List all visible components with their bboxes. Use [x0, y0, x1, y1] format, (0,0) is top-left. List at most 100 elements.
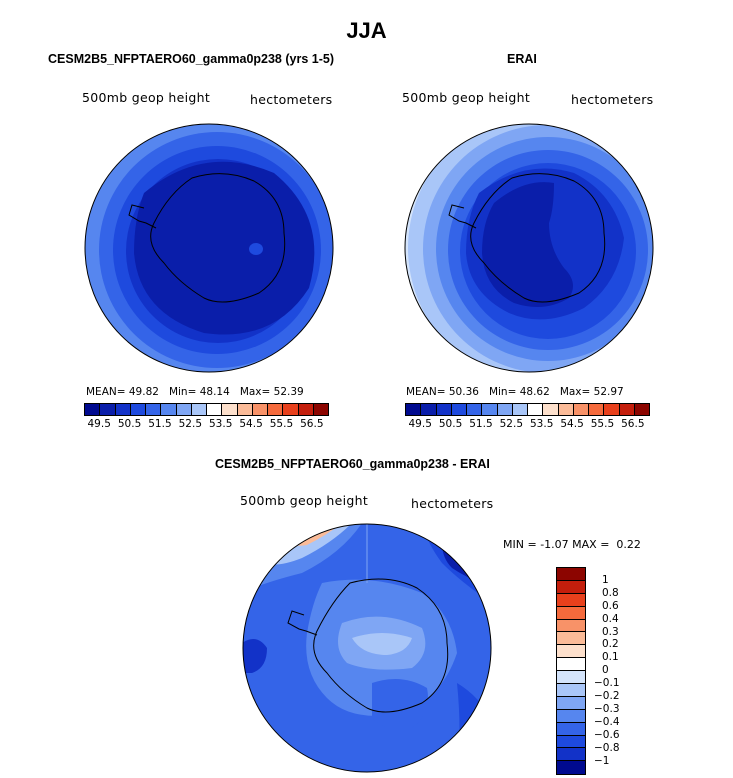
panel-2-field-label: 500mb geop height: [402, 90, 531, 105]
panel-3-colorbar-swatch: [557, 619, 585, 633]
panel-3-max-label: MAX =: [572, 538, 610, 551]
panel-3-min-value: -1.07: [540, 538, 569, 551]
panel-1-colorbar-swatch: [146, 404, 162, 415]
panel-3-colorbar-swatch: [557, 606, 585, 620]
panel-3-colorbar-tick-label: −1: [594, 754, 610, 767]
panel-2-colorbar-tick-label: 50.5: [438, 418, 463, 430]
panel-2-colorbar-swatch: [634, 404, 649, 415]
panel-3-colorbar-tick-label: 0.1: [602, 651, 619, 664]
panel-1-title: CESM2B5_NFPTAERO60_gamma0p238 (yrs 1-5): [48, 52, 334, 66]
panel-1-stats: MEAN= 49.82 Min= 48.14 Max= 52.39: [86, 386, 304, 398]
panel-2-units-label: hectometers: [571, 92, 654, 107]
panel-1-field-label: 500mb geop height: [82, 90, 211, 105]
panel-3-colorbar-swatch: [557, 632, 585, 646]
panel-2-colorbar-swatch: [406, 404, 422, 415]
panel-3-colorbar-swatch: [557, 580, 585, 594]
panel-3-colorbar-tick-label: −0.8: [594, 741, 620, 754]
panel-2-colorbar-swatch: [604, 404, 620, 415]
panel-1-colorbar-tick-label: 50.5: [117, 418, 142, 430]
panel-2-colorbar-tick-label: 56.5: [621, 418, 645, 430]
panel-1-colorbar-swatch: [176, 404, 192, 415]
panel-2-colorbar-swatch: [528, 404, 544, 415]
panel-1-colorbar-tick-label: 54.5: [239, 418, 263, 430]
panel-2-colorbar-ticks: 49.5 50.5 51.5 52.5 53.5 54.5 55.5 56.5: [405, 418, 648, 432]
panel-3-title: CESM2B5_NFPTAERO60_gamma0p238 - ERAI: [215, 457, 490, 471]
panel-1-colorbar-tick-label: 55.5: [269, 418, 294, 430]
panel-1-colorbar-swatch: [85, 404, 101, 415]
panel-3-colorbar-swatch: [557, 709, 585, 723]
panel-1-colorbar-tick-label: 49.5: [87, 418, 111, 430]
panel-1-colorbar: [84, 403, 329, 416]
panel-1-max-value: 52.39: [273, 386, 304, 398]
panel-1-min-label: Min=: [168, 386, 197, 398]
panel-3-colorbar-tick-label: −0.6: [594, 728, 620, 741]
panel-3-colorbar-tick-label: 0: [602, 664, 609, 677]
figure-title: JJA: [346, 18, 387, 43]
panel-2-stats: MEAN= 50.36 Min= 48.62 Max= 52.97: [406, 386, 624, 398]
panel-3-colorbar-swatch: [557, 684, 585, 697]
panel-1-colorbar-swatch: [161, 404, 177, 415]
panel-3-max-value: 0.22: [616, 538, 641, 551]
panel-3-field-label: 500mb geop height: [240, 493, 369, 508]
panel-1-mean-value: 49.82: [128, 386, 159, 398]
panel-2-colorbar-swatch: [512, 404, 528, 415]
panel-1-colorbar-swatch: [100, 404, 116, 415]
panel-1-min-value: 48.14: [199, 386, 230, 398]
panel-1-colorbar-tick-label: 53.5: [208, 418, 233, 430]
panel-1-colorbar-swatch: [252, 404, 268, 415]
panel-2-map: [404, 123, 654, 373]
panel-2-colorbar-tick-label: 55.5: [590, 418, 615, 430]
panel-2-max-value: 52.97: [593, 386, 624, 398]
panel-1-colorbar-swatch: [130, 404, 146, 415]
panel-3-colorbar-tick-label: −0.4: [594, 715, 620, 728]
panel-1-mean-label: MEAN=: [86, 386, 126, 398]
panel-3-stats: MIN = -1.07 MAX = 0.22: [503, 538, 641, 551]
panel-1-colorbar-swatch: [207, 404, 223, 415]
panel-2-colorbar-swatch: [573, 404, 589, 415]
panel-3-colorbar-tick-label: 0.8: [602, 586, 619, 599]
panel-2-colorbar-swatch: [482, 404, 498, 415]
panel-3-colorbar-tick-label: 0.3: [602, 625, 619, 638]
panel-1-colorbar-ticks: 49.5 50.5 51.5 52.5 53.5 54.5 55.5 56.5: [84, 418, 327, 432]
panel-1-max-label: Max=: [239, 386, 271, 398]
panel-1-colorbar-swatch: [268, 404, 284, 415]
panel-3-colorbar-tick-label: 1: [602, 573, 609, 586]
panel-2-colorbar-swatch: [619, 404, 635, 415]
panel-2-colorbar-swatch: [558, 404, 574, 415]
panel-1-colorbar-tick-label: 56.5: [300, 418, 324, 430]
panel-3-colorbar-swatch: [557, 671, 585, 685]
panel-2-colorbar-swatch: [421, 404, 437, 415]
panel-2-colorbar-swatch: [451, 404, 467, 415]
panel-1-colorbar-swatch: [237, 404, 253, 415]
panel-2-colorbar-tick-label: 52.5: [499, 418, 524, 430]
panel-1-colorbar-tick-label: 51.5: [148, 418, 172, 430]
panel-2-colorbar-swatch: [436, 404, 452, 415]
panel-3-colorbar-tick-label: 0.2: [602, 638, 619, 651]
panel-3-colorbar-swatch: [557, 568, 585, 581]
panel-2-colorbar-swatch: [497, 404, 513, 415]
panel-1-colorbar-swatch: [222, 404, 238, 415]
panel-3-colorbar-swatch: [557, 696, 585, 710]
panel-1-units-label: hectometers: [250, 92, 333, 107]
panel-1-colorbar-tick-label: 52.5: [178, 418, 203, 430]
panel-1-colorbar-swatch: [298, 404, 314, 415]
panel-3-colorbar-tick-label: 0.6: [602, 599, 619, 612]
panel-3-colorbar-swatch: [557, 748, 585, 762]
panel-2-colorbar-tick-label: 53.5: [529, 418, 554, 430]
panel-2-min-value: 48.62: [519, 386, 550, 398]
panel-1-map: [84, 123, 334, 373]
panel-3-colorbar-tick-label: −0.3: [594, 702, 620, 715]
panel-2-title: ERAI: [507, 52, 537, 66]
panel-2-colorbar-tick-label: 49.5: [408, 418, 432, 430]
panel-2-colorbar-tick-label: 51.5: [469, 418, 493, 430]
panel-2-colorbar-swatch: [467, 404, 483, 415]
panel-3-colorbar-swatch: [557, 735, 585, 749]
panel-3-colorbar-ticks: 1 0.8 0.6 0.4 0.3 0.2 0.1 0 −0.1 −0.2 −0.3 −0.4 −0.6…: [594, 567, 634, 773]
panel-3-colorbar-swatch: [557, 658, 585, 672]
panel-2-colorbar: [405, 403, 650, 416]
panel-1-colorbar-swatch: [283, 404, 299, 415]
panel-2-colorbar-swatch: [589, 404, 605, 415]
panel-1-colorbar-swatch: [115, 404, 131, 415]
panel-3-colorbar-swatch: [557, 593, 585, 607]
panel-3-min-label: MIN =: [503, 538, 537, 551]
